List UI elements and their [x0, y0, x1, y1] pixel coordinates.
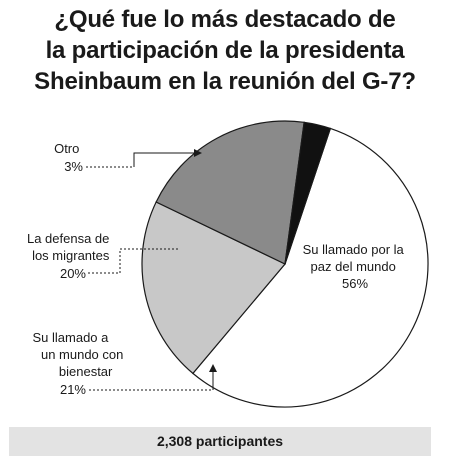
slice-label-migrantes-line-2: los migrantes	[32, 248, 110, 263]
chart-title: ¿Qué fue lo más destacado de la particip…	[0, 4, 450, 97]
pie-slices	[141, 120, 429, 408]
slice-paz	[192, 127, 429, 408]
slice-label-paz: Su llamado por la paz del mundo 56%	[303, 242, 408, 291]
pie-chart: Su llamado por la paz del mundo 56% Otro…	[27, 120, 429, 408]
leader-line-migrantes	[88, 248, 180, 274]
slice-value-otro: 3%	[64, 159, 83, 174]
slice-label-paz-line-1: Su llamado por la	[303, 242, 405, 257]
slice-bienestar	[141, 201, 286, 375]
slice-label-migrantes-line-1: La defensa de	[27, 231, 109, 246]
slice-label-bienestar-line-1: Su llamado a	[32, 330, 109, 345]
slice-label-paz-line-2: paz del mundo	[311, 259, 396, 274]
slice-label-bienestar: Su llamado a un mundo con bienestar 21%	[32, 330, 127, 397]
leader-line-otro	[86, 149, 202, 168]
slice-migrantes	[155, 120, 305, 265]
slice-otro	[284, 121, 332, 265]
title-line-1: ¿Qué fue lo más destacado de	[54, 6, 396, 33]
slice-label-otro: Otro 3%	[54, 141, 83, 174]
slice-value-bienestar: 21%	[60, 382, 86, 397]
participants-count: 2,308 participantes	[156, 433, 284, 449]
participants-bar: 2,308 participantes	[9, 427, 431, 456]
slice-label-otro-line-1: Otro	[54, 141, 79, 156]
slice-value-migrantes: 20%	[60, 266, 86, 281]
leader-line-bienestar	[89, 364, 217, 391]
slice-value-paz: 56%	[342, 276, 368, 291]
slice-label-migrantes: La defensa de los migrantes 20%	[27, 231, 113, 281]
title-line-2: la participación de la presidenta	[45, 37, 405, 64]
slice-label-bienestar-line-2: un mundo con	[41, 347, 123, 362]
title-line-3: Sheinbaum en la reunión del G-7?	[34, 68, 416, 95]
slice-label-bienestar-line-3: bienestar	[59, 364, 113, 379]
